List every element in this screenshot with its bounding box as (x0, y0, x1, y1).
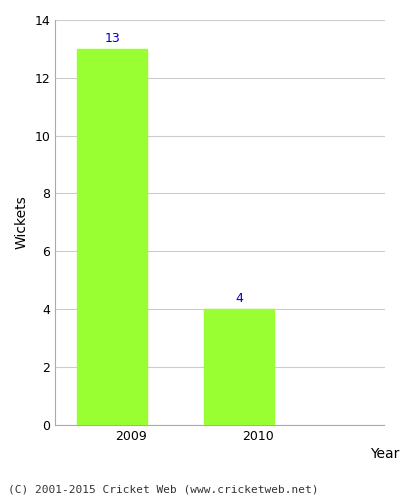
Y-axis label: Wickets: Wickets (15, 196, 29, 250)
Text: 13: 13 (104, 32, 120, 44)
Text: (C) 2001-2015 Cricket Web (www.cricketweb.net): (C) 2001-2015 Cricket Web (www.cricketwe… (8, 485, 318, 495)
X-axis label: Year: Year (370, 447, 399, 461)
Bar (78, 49, 147, 425)
Text: 4: 4 (235, 292, 243, 305)
Bar (204, 309, 274, 425)
